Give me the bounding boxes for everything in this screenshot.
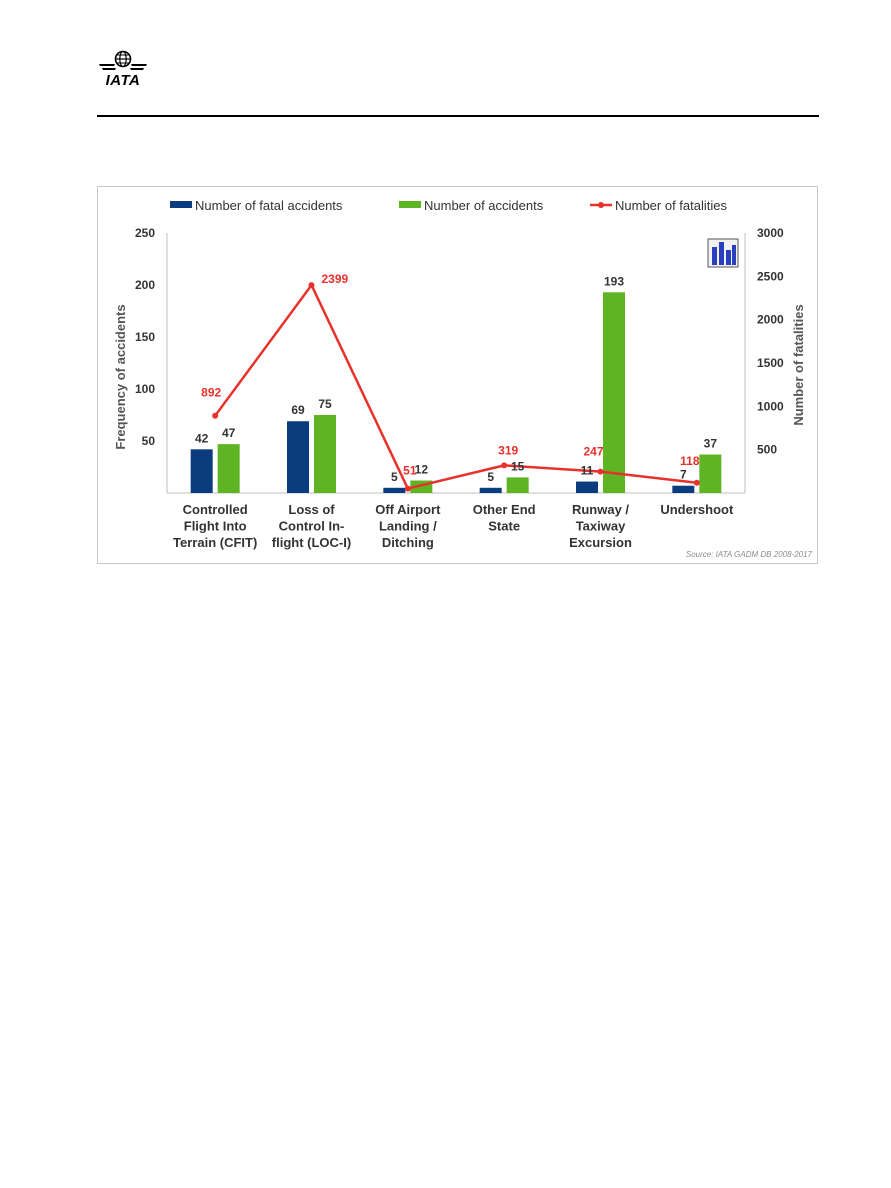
header-rule	[97, 115, 819, 117]
chart-frame: Number of fatal accidents Number of accid…	[97, 186, 818, 564]
x-tick-label: Undershoot	[660, 502, 734, 517]
legend: Number of fatal accidents Number of accid…	[170, 198, 727, 213]
bar-value-label: 47	[222, 426, 236, 440]
legend-marker	[598, 202, 604, 208]
x-tick-label: Landing /	[379, 519, 437, 534]
chart-type-icon	[707, 238, 739, 268]
bar-value-label: 11	[581, 464, 594, 478]
bar-value-label: 15	[511, 459, 525, 473]
fatalities-point	[308, 282, 315, 289]
x-tick-label: Ditching	[382, 535, 434, 550]
x-tick-label: Taxiway	[576, 519, 626, 534]
fatalities-label: 247	[583, 445, 603, 459]
fatalities-label: 118	[680, 454, 700, 468]
x-tick-label: Terrain (CFIT)	[173, 535, 257, 550]
bar	[190, 449, 213, 493]
x-tick-label: Loss of	[288, 502, 335, 517]
x-tick-label: Flight Into	[184, 519, 247, 534]
x-tick-label: Controlled	[183, 502, 248, 517]
x-tick-label: State	[488, 519, 520, 534]
y2-tick-label: 2000	[757, 313, 784, 327]
bar-value-label: 37	[704, 437, 718, 451]
fatalities-label: 2399	[322, 272, 349, 286]
bar-value-label: 12	[415, 463, 429, 477]
y-tick-label: 100	[135, 382, 155, 396]
x-tick-label: Control In-	[279, 519, 345, 534]
fatalities-point	[212, 412, 219, 419]
fatalities-label: 892	[201, 386, 221, 400]
bar	[479, 487, 502, 493]
fatalities-point	[501, 462, 508, 469]
bar-value-label: 193	[604, 274, 624, 288]
bar	[287, 421, 309, 493]
iata-logo: IATA	[97, 50, 149, 90]
y2-tick-label: 1000	[757, 399, 784, 413]
fatalities-point	[597, 468, 604, 475]
data-labels: 42 69 5 5 11 7 47 75 12 15 193 37 892 2399 51 319 247 118	[195, 272, 717, 484]
legend-label: Number of accidents	[424, 198, 544, 213]
bar-value-label: 5	[487, 470, 494, 484]
x-tick-label: Other End	[473, 502, 536, 517]
bar	[383, 487, 406, 493]
chart-svg: Number of fatal accidents Number of accid…	[113, 198, 813, 559]
y2-tick-label: 500	[757, 443, 777, 457]
bar-value-label: 5	[391, 470, 398, 484]
bar	[576, 481, 598, 493]
y2-tick-label: 2500	[757, 269, 784, 283]
fatalities-polyline	[214, 283, 697, 490]
y2-axis-title: Number of fatalities	[791, 304, 806, 425]
y2-tick-label: 3000	[757, 226, 784, 240]
bar-value-label: 75	[318, 397, 332, 411]
bar	[314, 415, 336, 493]
bar	[217, 444, 240, 493]
x-tick-label: flight (LOC-I)	[272, 535, 351, 550]
fatalities-point	[404, 485, 411, 492]
y-axis-title: Frequency of accidents	[113, 304, 128, 449]
legend-label: Number of fatalities	[615, 198, 727, 213]
globe-icon	[99, 50, 147, 70]
bar	[506, 477, 529, 493]
legend-swatch	[170, 201, 192, 208]
bars	[190, 292, 722, 493]
y-tick-label: 250	[135, 226, 155, 240]
source-note: Source: IATA GADM DB 2008-2017	[686, 550, 813, 559]
y-tick-label: 200	[135, 278, 155, 292]
legend-swatch	[399, 201, 421, 208]
bar-value-label: 42	[195, 431, 209, 445]
x-tick-label: Runway /	[572, 502, 629, 517]
fatalities-point	[693, 479, 700, 486]
y-tick-label: 150	[135, 330, 155, 344]
bar	[603, 292, 625, 493]
y-tick-label: 50	[142, 434, 156, 448]
bar-value-label: 7	[680, 468, 687, 482]
axes: 50 100 150 200 250 500 1000 1500 2000 2500 3000 Fre…	[113, 226, 806, 550]
logo-text: IATA	[105, 72, 141, 89]
bar	[699, 454, 722, 493]
legend-label: Number of fatal accidents	[195, 198, 343, 213]
x-tick-label: Off Airport	[375, 502, 441, 517]
bar-value-label: 69	[291, 403, 305, 417]
y2-tick-label: 1500	[757, 356, 784, 370]
fatalities-line	[212, 282, 700, 492]
fatalities-label: 319	[498, 443, 518, 457]
fatalities-label: 51	[403, 464, 417, 478]
x-tick-label: Excursion	[569, 535, 632, 550]
bar	[672, 485, 695, 493]
